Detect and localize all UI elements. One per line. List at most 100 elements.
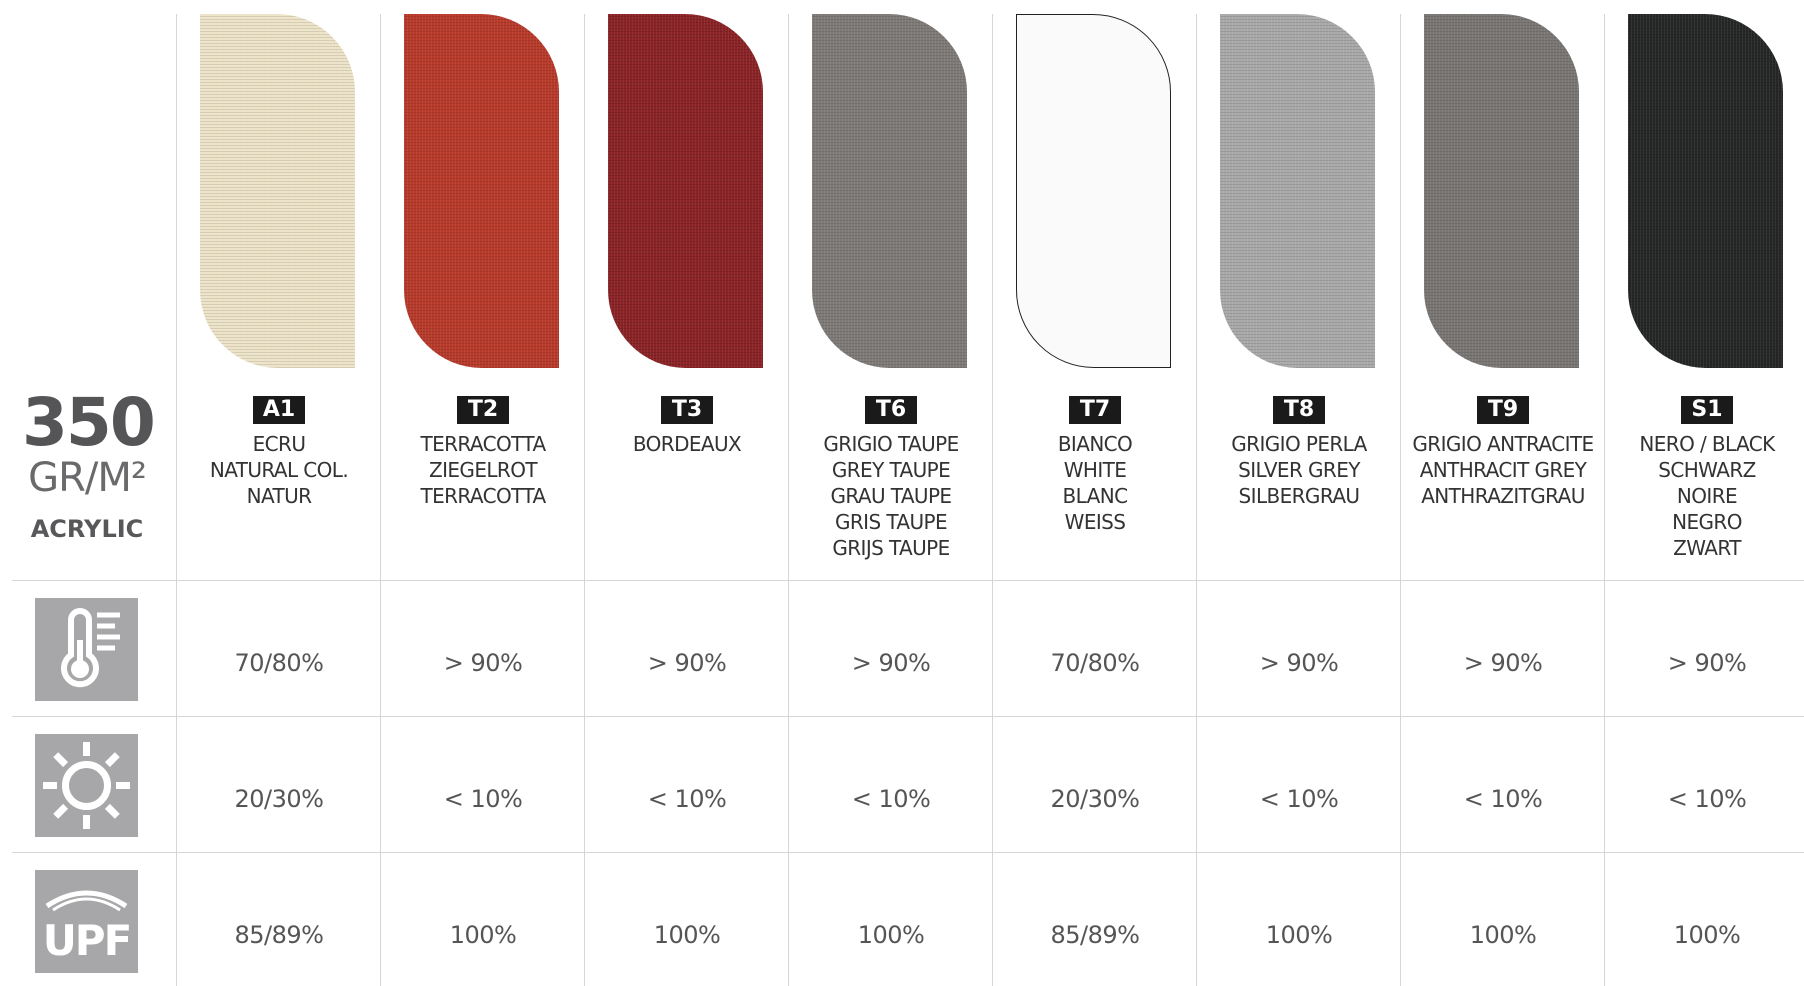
upf-value: 100% — [1673, 921, 1741, 949]
light-value: < 10% — [1463, 785, 1543, 813]
color-name: SCHWARZ — [1658, 458, 1756, 482]
color-name: GRAU TAUPE — [830, 484, 953, 508]
color-names: GRIGIO PERLA SILVER GREY SILBERGRAU — [1197, 431, 1401, 509]
color-code-badge: S1 — [1681, 396, 1733, 424]
column-divider — [788, 14, 789, 986]
color-code-badge: T6 — [865, 396, 917, 424]
color-name: NEGRO — [1672, 510, 1742, 534]
color-name: BIANCO — [1057, 432, 1133, 456]
fabric-swatch-t2 — [404, 14, 559, 368]
color-code-badge: T9 — [1477, 396, 1529, 424]
color-names: TERRACOTTA ZIEGELROT TERRACOTTA — [381, 431, 585, 509]
fabric-swatch-t7 — [1016, 14, 1171, 368]
color-name: NOIRE — [1676, 484, 1738, 508]
upf-value: 100% — [449, 921, 517, 949]
column-divider — [380, 14, 381, 986]
color-names: GRIGIO TAUPE GREY TAUPE GRAU TAUPE GRIS TAU… — [789, 431, 993, 561]
column-divider — [1196, 14, 1197, 986]
heat-value: > 90% — [443, 649, 523, 677]
light-transmission-icon — [35, 734, 138, 837]
fabric-swatch-t8 — [1220, 14, 1375, 368]
color-name: ZIEGELROT — [429, 458, 538, 482]
column-divider — [992, 14, 993, 986]
color-code-badge: T8 — [1273, 396, 1325, 424]
heat-value: > 90% — [1259, 649, 1339, 677]
color-name: BORDEAUX — [632, 432, 742, 456]
light-value: < 10% — [647, 785, 727, 813]
heat-value: > 90% — [647, 649, 727, 677]
light-value: < 10% — [1259, 785, 1339, 813]
fabric-texture — [1424, 14, 1579, 368]
thermometer-icon — [61, 608, 120, 688]
color-name: WHITE — [1063, 458, 1127, 482]
color-code-badge: T3 — [661, 396, 713, 424]
color-name: ANTHRAZITGRAU — [1421, 484, 1585, 508]
color-name: WEISS — [1064, 510, 1126, 534]
fabric-swatch-t3 — [608, 14, 763, 368]
fabric-texture — [608, 14, 763, 368]
fabric-material: ACRYLIC — [30, 515, 144, 543]
color-names: GRIGIO ANTRACITE ANTHRACIT GREY ANTHRAZITG… — [1401, 431, 1605, 509]
color-names: NERO / BLACK SCHWARZ NOIRE NEGRO ZWART — [1605, 431, 1804, 561]
upf-value: 100% — [1469, 921, 1537, 949]
heat-value: 70/80% — [1050, 649, 1140, 677]
column-divider — [584, 14, 585, 986]
uv-protection-icon: UPF — [35, 870, 138, 973]
fabric-swatch-t6 — [812, 14, 967, 368]
row-divider — [12, 852, 1804, 853]
color-name: NATUR — [246, 484, 312, 508]
color-name: SILVER GREY — [1238, 458, 1360, 482]
heat-value: > 90% — [1667, 649, 1747, 677]
upf-icon: UPF — [43, 890, 132, 965]
row-divider — [12, 580, 1804, 581]
heat-reflection-icon — [35, 598, 138, 701]
fabric-texture — [200, 14, 355, 368]
color-name: GRIGIO ANTRACITE — [1412, 432, 1594, 456]
color-name: ECRU — [252, 432, 306, 456]
column-divider — [1604, 14, 1605, 986]
color-name: ZWART — [1673, 536, 1741, 560]
sun-icon — [43, 742, 130, 829]
upf-value: 100% — [1265, 921, 1333, 949]
row-divider — [12, 716, 1804, 717]
color-name: NERO / BLACK — [1639, 432, 1775, 456]
color-name: GRIGIO PERLA — [1231, 432, 1367, 456]
fabric-swatch-s1 — [1628, 14, 1783, 368]
color-name: TERRACOTTA — [420, 484, 546, 508]
fabric-texture — [812, 14, 967, 368]
upf-label: UPF — [43, 916, 131, 965]
fabric-swatch-a1 — [200, 14, 355, 368]
heat-value: > 90% — [851, 649, 931, 677]
color-name: GRIJS TAUPE — [832, 536, 950, 560]
color-names: BORDEAUX — [585, 431, 789, 457]
color-name: BLANC — [1062, 484, 1129, 508]
heat-value: > 90% — [1463, 649, 1543, 677]
column-divider — [176, 14, 177, 986]
color-names: ECRU NATURAL COL. NATUR — [177, 431, 381, 509]
color-name: GREY TAUPE — [831, 458, 951, 482]
column-divider — [1400, 14, 1401, 986]
color-names: BIANCO WHITE BLANC WEISS — [993, 431, 1197, 535]
light-value: 20/30% — [234, 785, 324, 813]
color-name: TERRACOTTA — [420, 432, 546, 456]
fabric-texture — [1628, 14, 1783, 368]
upf-value: 85/89% — [1050, 921, 1140, 949]
upf-value: 85/89% — [234, 921, 324, 949]
light-value: < 10% — [1667, 785, 1747, 813]
color-name: NATURAL COL. — [209, 458, 349, 482]
fabric-swatch-t9 — [1424, 14, 1579, 368]
heat-value: 70/80% — [234, 649, 324, 677]
color-code-badge: T2 — [457, 396, 509, 424]
color-name: GRIGIO TAUPE — [823, 432, 959, 456]
color-name: SILBERGRAU — [1238, 484, 1361, 508]
color-code-badge: T7 — [1069, 396, 1121, 424]
color-code-badge: A1 — [253, 396, 305, 424]
light-value: < 10% — [443, 785, 523, 813]
fabric-texture — [1220, 14, 1375, 368]
light-value: 20/30% — [1050, 785, 1140, 813]
color-name: ANTHRACIT GREY — [1419, 458, 1587, 482]
color-name: GRIS TAUPE — [834, 510, 948, 534]
weight-unit: GR/M² — [28, 455, 147, 501]
fabric-texture — [404, 14, 559, 368]
upf-value: 100% — [857, 921, 925, 949]
